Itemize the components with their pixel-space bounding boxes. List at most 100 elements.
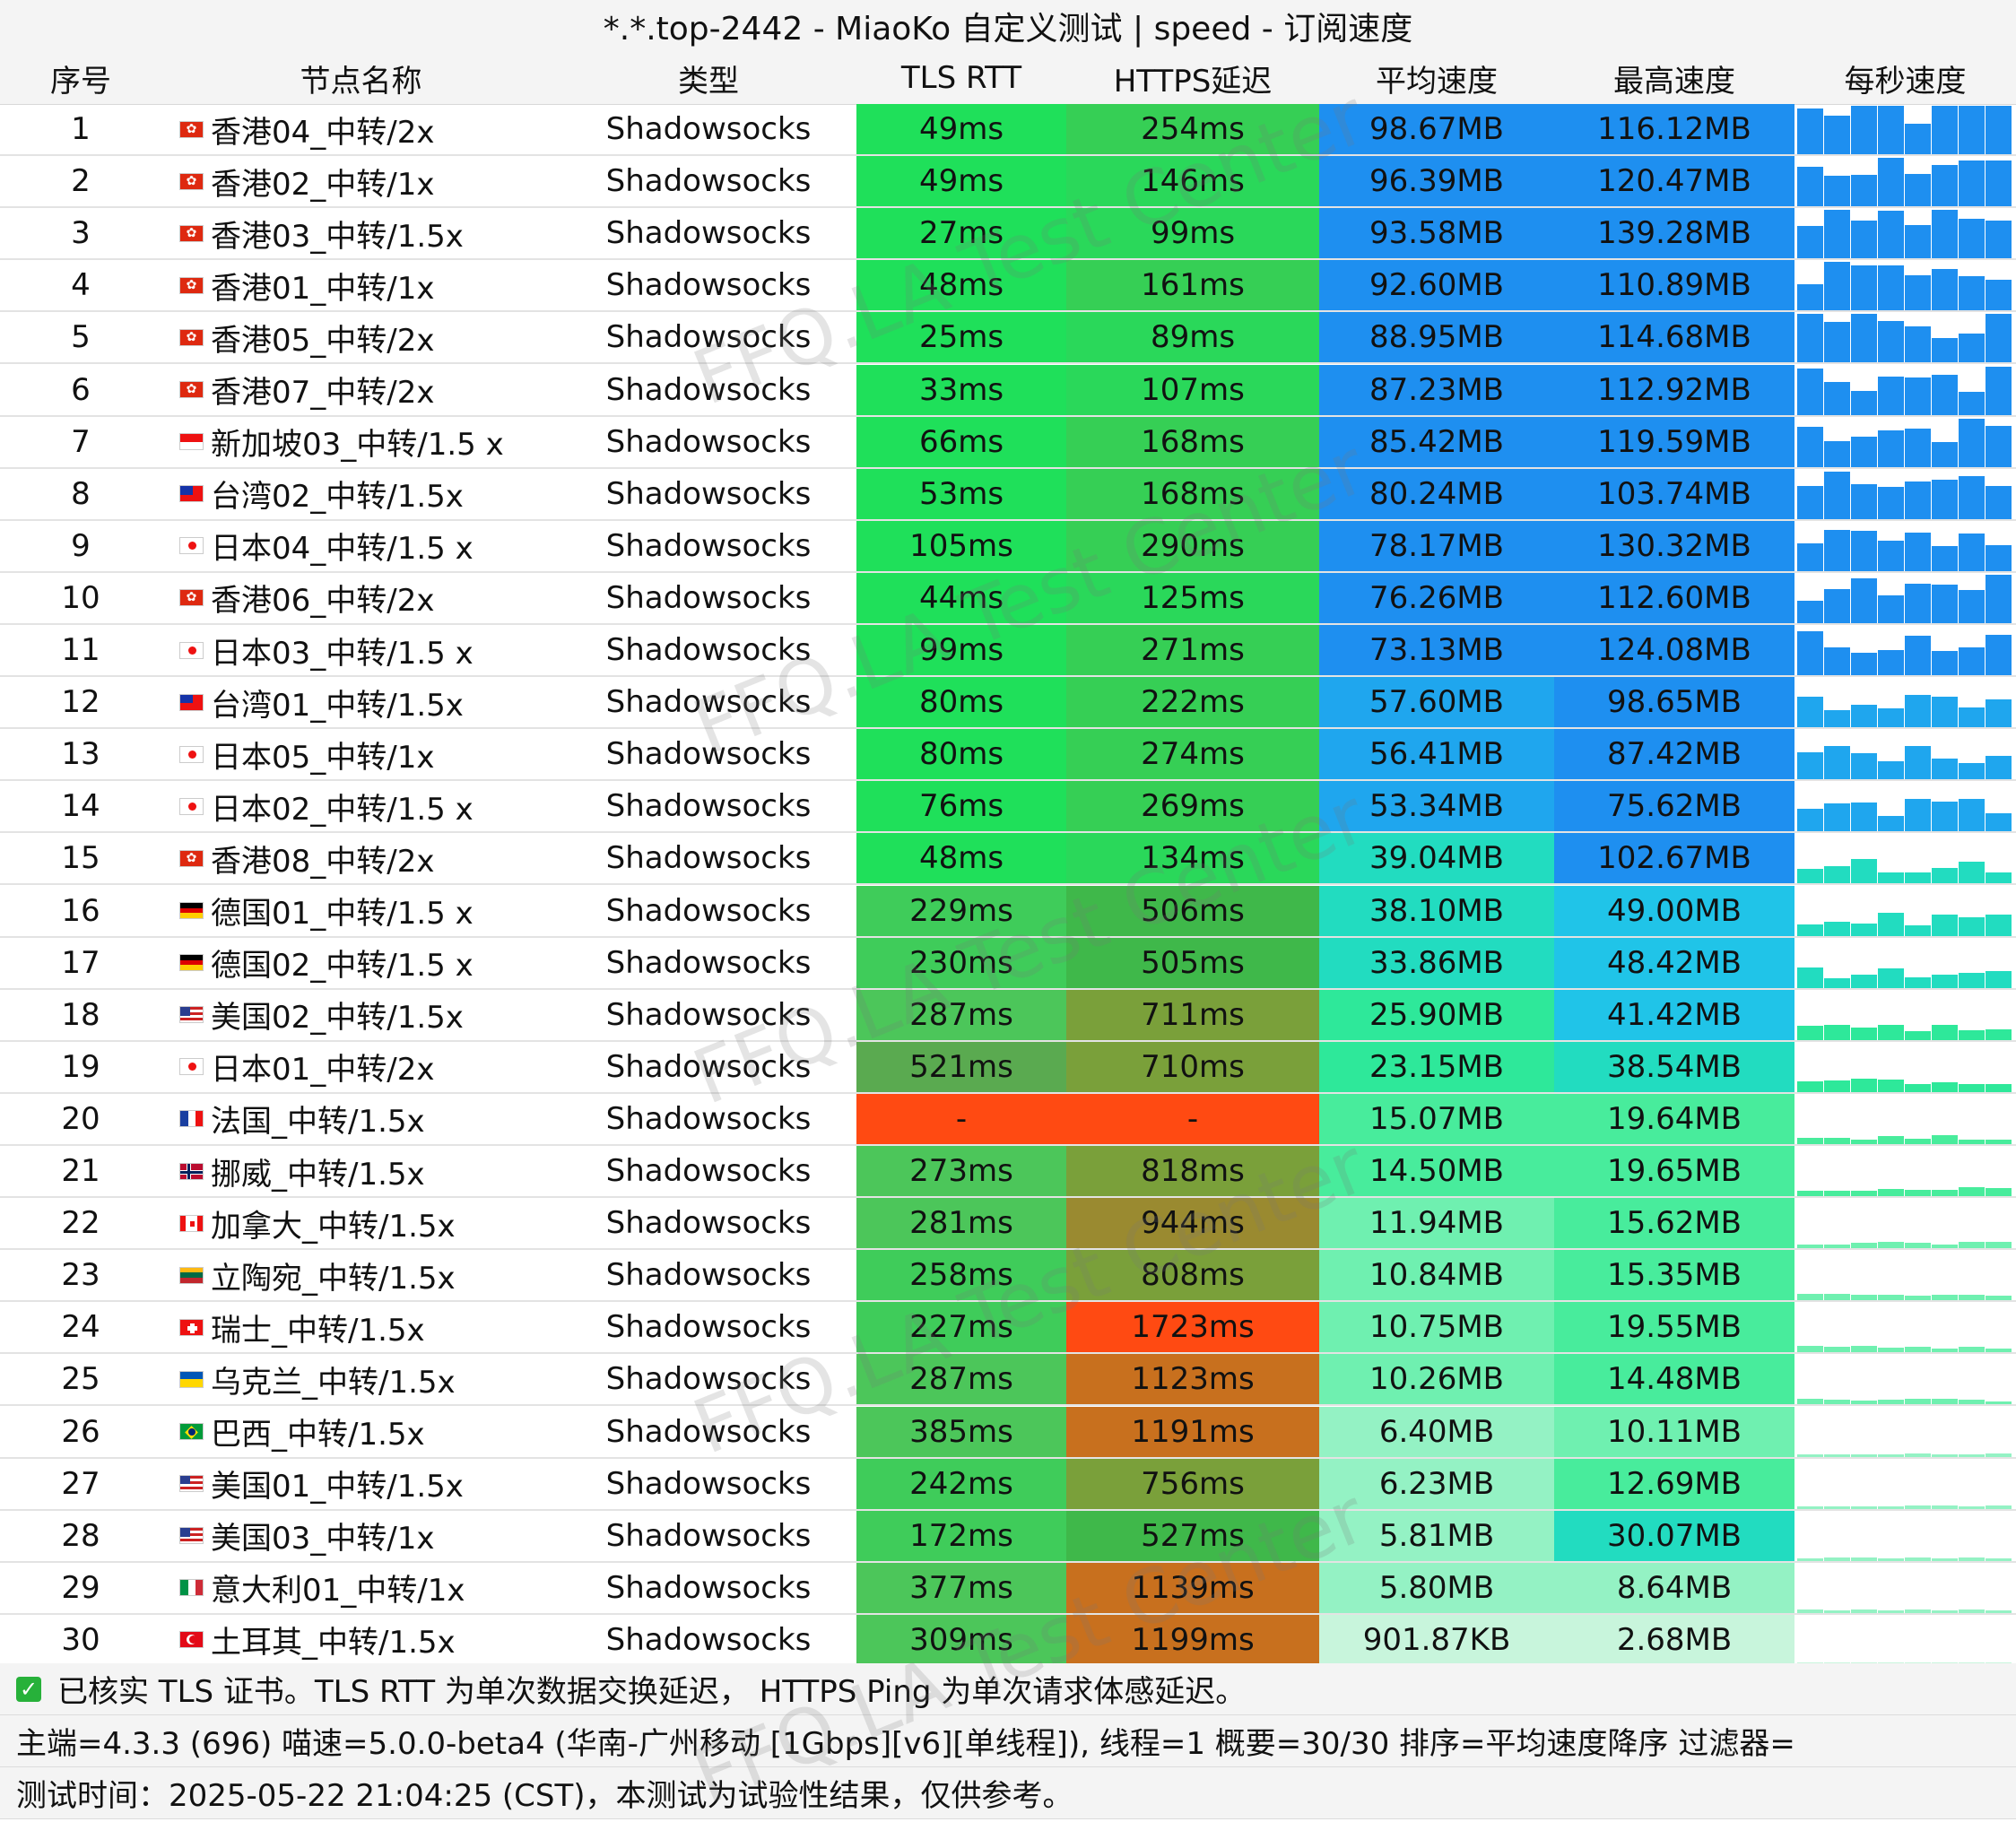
table-row[interactable]: 30 土耳其_中转/1.5x Shadowsocks 309ms 1199ms 901.8…	[0, 1614, 2016, 1667]
row-index: 23	[61, 1257, 100, 1294]
sparkline-bar	[1959, 391, 1985, 415]
sparkline-bar	[1878, 376, 1904, 415]
table-row[interactable]: 20 法国_中转/1.5x Shadowsocks - -15.07MB 19.64MB	[0, 1093, 2016, 1146]
node-type: Shadowsocks	[605, 267, 812, 304]
table-row[interactable]: 4 ✿ 香港01_中转/1x Shadowsocks 48ms 161ms 92.60MB 1…	[0, 260, 2016, 313]
per-second-speed-sparkline	[1797, 260, 2016, 311]
col-header-node-name[interactable]: 节点名称	[300, 63, 422, 100]
sparkline-bar	[1932, 1609, 1958, 1613]
tls-rtt: 287ms	[856, 989, 1066, 1040]
sparkline-bar	[1986, 1453, 2012, 1457]
sparkline-bar	[1797, 108, 1823, 154]
per-second-speed-sparkline	[1797, 886, 2016, 936]
sparkline-bar	[1905, 695, 1931, 728]
tls-rtt: 385ms	[856, 1406, 1066, 1457]
sparkline-bar	[1959, 972, 1985, 988]
hk-flag-icon: ✿	[179, 224, 204, 242]
tls-rtt: 80ms	[856, 729, 1066, 780]
node-name: 美国03_中转/1x	[179, 1511, 560, 1561]
sparkline-bar	[1851, 530, 1877, 571]
node-type: Shadowsocks	[605, 579, 812, 616]
node-name: 德国01_中转/1.5 x	[179, 886, 560, 936]
table-row[interactable]: 28 美国03_中转/1x Shadowsocks 172ms 527ms 5.81MB 3…	[0, 1510, 2016, 1563]
table-row[interactable]: 11 日本03_中转/1.5 x Shadowsocks 99ms 271ms 73.13…	[0, 625, 2016, 677]
table-row[interactable]: 18 美国02_中转/1.5x Shadowsocks 287ms 711ms 25.90…	[0, 989, 2016, 1042]
tls-rtt: 53ms	[856, 468, 1066, 519]
max-speed: 102.67MB	[1554, 833, 1794, 884]
sparkline-bar	[1824, 116, 1850, 154]
table-row[interactable]: 2 ✿ 香港02_中转/1x Shadowsocks 49ms 146ms 96.39MB 1…	[0, 156, 2016, 209]
node-name: 日本05_中转/1x	[179, 729, 560, 779]
col-header-avg-speed[interactable]: 平均速度	[1376, 63, 1498, 100]
table-row[interactable]: 14 日本02_中转/1.5 x Shadowsocks 76ms 269ms 53.34…	[0, 781, 2016, 834]
table-row[interactable]: 26 巴西_中转/1.5x Shadowsocks 385ms 1191ms 6.40MB…	[0, 1406, 2016, 1459]
per-second-speed-sparkline	[1797, 1302, 2016, 1353]
table-row[interactable]: 7 新加坡03_中转/1.5 x Shadowsocks 66ms 168ms 85.42…	[0, 416, 2016, 469]
sparkline-bar	[1959, 916, 1985, 936]
sparkline-bar	[1851, 974, 1877, 988]
tls-rtt: 48ms	[856, 833, 1066, 884]
per-second-speed-sparkline	[1797, 1511, 2016, 1561]
sparkline-bar	[1878, 1295, 1904, 1301]
per-second-speed-sparkline	[1797, 938, 2016, 988]
table-row[interactable]: 12 台湾01_中转/1.5x Shadowsocks 80ms 222ms 57.60M…	[0, 677, 2016, 730]
col-header-tls-rtt[interactable]: TLS RTT	[900, 60, 1022, 96]
table-row[interactable]: 24 瑞士_中转/1.5x Shadowsocks 227ms 1723ms 10.75M…	[0, 1302, 2016, 1355]
col-header-max-speed[interactable]: 最高速度	[1613, 63, 1735, 100]
sparkline-bar	[1824, 1609, 1850, 1613]
col-header-index[interactable]: 序号	[50, 63, 111, 100]
avg-speed: 25.90MB	[1319, 989, 1554, 1040]
table-row[interactable]: 3 ✿ 香港03_中转/1.5x Shadowsocks 27ms 99ms 93.58MB…	[0, 208, 2016, 261]
table-row[interactable]: 27 美国01_中转/1.5x Shadowsocks 242ms 756ms 6.23M…	[0, 1458, 2016, 1511]
table-row[interactable]: 1 ✿ 香港04_中转/2x Shadowsocks 49ms 254ms 98.67MB 1…	[0, 104, 2016, 156]
table-row[interactable]: 19 日本01_中转/2x Shadowsocks 521ms 710ms 23.15MB…	[0, 1041, 2016, 1094]
table-row[interactable]: 15 ✿ 香港08_中转/2x Shadowsocks 48ms 134ms 39.04MB…	[0, 833, 2016, 886]
table-row[interactable]: 23 立陶宛_中转/1.5x Shadowsocks 258ms 808ms 10.84M…	[0, 1250, 2016, 1303]
tls-rtt: 287ms	[856, 1354, 1066, 1405]
sparkline-bar	[1959, 475, 1985, 519]
no-flag-icon	[179, 1162, 204, 1180]
sparkline-bar	[1959, 418, 1985, 467]
sparkline-bar	[1905, 1243, 1931, 1249]
col-header-per-second-speed[interactable]: 每秒速度	[1844, 63, 1967, 100]
sparkline-bar	[1878, 1189, 1904, 1196]
sparkline-bar	[1797, 1191, 1823, 1196]
per-second-speed-sparkline	[1797, 365, 2016, 415]
max-speed: 120.47MB	[1554, 156, 1794, 207]
sparkline-bar	[1959, 1505, 1985, 1509]
max-speed: 49.00MB	[1554, 885, 1794, 936]
footer-tls-note: ✓ 已核实 TLS 证书。TLS RTT 为单次数据交换延迟， HTTPS Pi…	[0, 1663, 2016, 1715]
table-row[interactable]: 9 日本04_中转/1.5 x Shadowsocks 105ms 290ms 78.17…	[0, 520, 2016, 573]
table-row[interactable]: 21 挪威_中转/1.5x Shadowsocks 273ms 818ms 14.50MB…	[0, 1146, 2016, 1198]
per-second-speed-sparkline	[1797, 469, 2016, 519]
sparkline-bar	[1905, 377, 1931, 415]
col-header-type[interactable]: 类型	[678, 63, 739, 100]
table-row[interactable]: 29 意大利01_中转/1x Shadowsocks 377ms 1139ms 5.80M…	[0, 1562, 2016, 1615]
sparkline-bar	[1986, 756, 2012, 780]
table-row[interactable]: 25 乌克兰_中转/1.5x Shadowsocks 287ms 1123ms 10.26…	[0, 1354, 2016, 1407]
sparkline-bar	[1797, 1505, 1823, 1509]
sparkline-bar	[1851, 1609, 1877, 1613]
sparkline-bar	[1797, 869, 1823, 884]
sparkline-bar	[1932, 269, 1958, 311]
table-row[interactable]: 16 德国01_中转/1.5 x Shadowsocks 229ms 506ms 38.1…	[0, 885, 2016, 938]
table-row[interactable]: 17 德国02_中转/1.5 x Shadowsocks 230ms 505ms 33.8…	[0, 937, 2016, 990]
col-header-https-latency[interactable]: HTTPS延迟	[1113, 63, 1273, 100]
table-row[interactable]: 8 台湾02_中转/1.5x Shadowsocks 53ms 168ms 80.24MB…	[0, 468, 2016, 521]
table-row[interactable]: 5 ✿ 香港05_中转/2x Shadowsocks 25ms 89ms 88.95MB 11…	[0, 312, 2016, 365]
hk-flag-icon: ✿	[179, 172, 204, 190]
sparkline-bar	[1878, 106, 1904, 154]
sparkline-bar	[1986, 1028, 2012, 1040]
sparkline-bar	[1878, 265, 1904, 311]
table-row[interactable]: 10 ✿ 香港06_中转/2x Shadowsocks 44ms 125ms 76.26MB…	[0, 572, 2016, 625]
table-row[interactable]: 22 加拿大_中转/1.5x Shadowsocks 281ms 944ms 11.94M…	[0, 1198, 2016, 1251]
table-row[interactable]: 13 日本05_中转/1x Shadowsocks 80ms 274ms 56.41MB 8…	[0, 729, 2016, 782]
https-latency: 1139ms	[1066, 1562, 1319, 1613]
sparkline-bar	[1797, 631, 1823, 675]
sparkline-bar	[1797, 809, 1823, 832]
sparkline-bar	[1959, 1295, 1985, 1301]
sparkline-bar	[1905, 636, 1931, 675]
sparkline-bar	[1878, 1079, 1904, 1092]
table-row[interactable]: 6 ✿ 香港07_中转/2x Shadowsocks 33ms 107ms 87.23MB 1…	[0, 364, 2016, 417]
sparkline-bar	[1824, 262, 1850, 311]
